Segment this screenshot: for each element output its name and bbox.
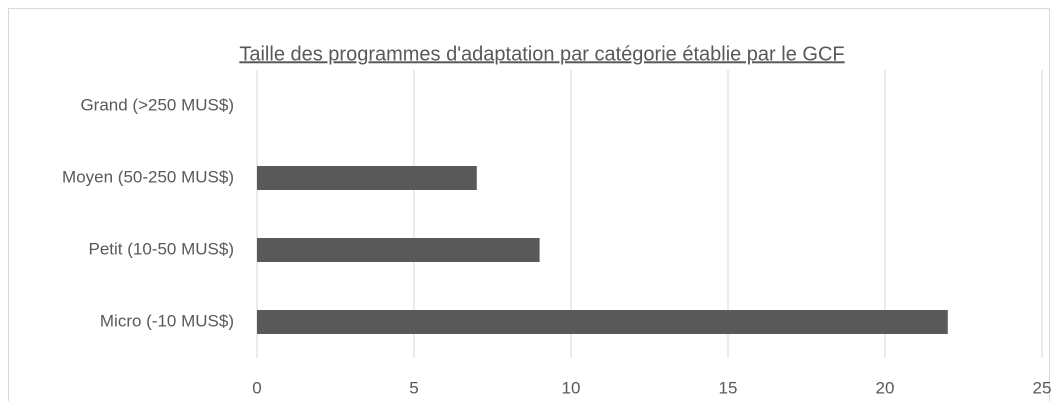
y-tick-label: Grand (>250 MUS$) bbox=[80, 95, 234, 114]
x-tick-label: 10 bbox=[562, 378, 581, 397]
bar bbox=[257, 238, 540, 262]
bar bbox=[257, 310, 948, 334]
y-tick-label: Petit (10-50 MUS$) bbox=[89, 239, 235, 258]
chart-border bbox=[8, 8, 1050, 401]
y-tick-label: Micro (-10 MUS$) bbox=[100, 311, 234, 330]
bar bbox=[257, 166, 477, 190]
x-tick-label: 15 bbox=[719, 378, 738, 397]
x-tick-label: 25 bbox=[1033, 378, 1052, 397]
x-tick-label: 0 bbox=[252, 378, 261, 397]
x-tick-label: 5 bbox=[409, 378, 418, 397]
x-tick-label: 20 bbox=[876, 378, 895, 397]
chart-title: Taille des programmes d'adaptation par c… bbox=[239, 43, 844, 65]
y-tick-label: Moyen (50-250 MUS$) bbox=[62, 167, 234, 186]
